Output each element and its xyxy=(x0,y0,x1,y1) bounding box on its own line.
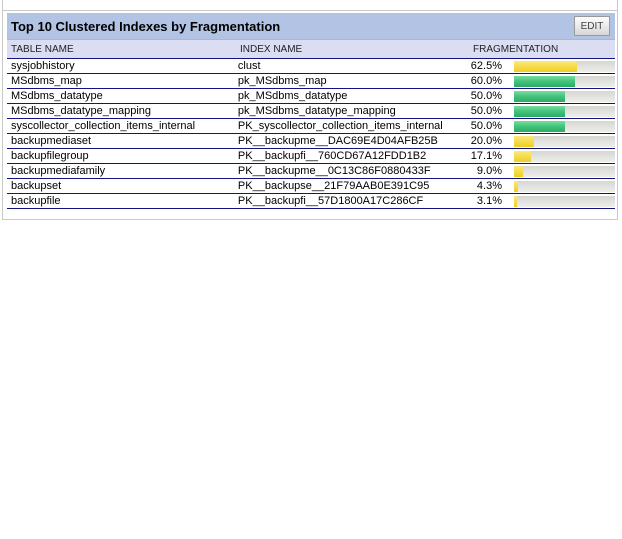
fragmentation-bar-fill xyxy=(514,180,519,192)
cell-table-name: backupfilegroup xyxy=(11,150,89,162)
fragmentation-bar-fill xyxy=(514,135,535,147)
cell-index-name: pk_MSdbms_datatype_mapping xyxy=(237,105,396,117)
table-row: backupfilegroup PK__backupfi__760CD67A12F… xyxy=(7,149,615,164)
cell-table-name: backupmediafamily xyxy=(11,165,106,177)
fragmentation-bar-track xyxy=(514,150,615,162)
fragmentation-percent: 50.0% xyxy=(470,90,502,102)
table-row: backupmediaset PK__backupme__DAC69E4D04AF… xyxy=(7,134,615,149)
cell-index-name: pk_MSdbms_map xyxy=(237,75,327,87)
cell-fragmentation: 20.0% xyxy=(448,135,615,147)
fragmentation-bar-fill xyxy=(514,60,578,72)
cell-index-name: PK__backupme__0C13C86F0880433F xyxy=(237,165,431,177)
cell-index-name: PK__backupfi__57D1800A17C286CF xyxy=(237,195,424,207)
fragmentation-bar-track xyxy=(514,75,615,87)
fragmentation-percent: 50.0% xyxy=(470,120,502,132)
table-row: syscollector_collection_items_internal PK… xyxy=(7,119,615,134)
fragmentation-bar-track xyxy=(514,90,615,102)
cell-fragmentation: 17.1% xyxy=(448,150,615,162)
cell-table-name: MSdbms_datatype_mapping xyxy=(11,105,152,117)
widget-title: Top 10 Clustered Indexes by Fragmentatio… xyxy=(11,18,281,34)
cell-table-name: backupset xyxy=(11,180,62,192)
fragmentation-bar-track xyxy=(514,180,615,192)
cell-table-name: MSdbms_datatype xyxy=(11,90,103,102)
table-row: backupfile PK__backupfi__57D1800A17C286CF… xyxy=(7,194,615,209)
fragmentation-bar-fill xyxy=(514,75,575,87)
outer-border-left xyxy=(2,0,3,10)
table-row: backupset PK__backupse__21F79AAB0E391C95 4… xyxy=(7,179,615,194)
edit-button[interactable]: EDIT xyxy=(574,16,610,36)
fragmentation-bar-fill xyxy=(514,120,565,132)
table-row: MSdbms_datatype_mapping pk_MSdbms_datatyp… xyxy=(7,104,615,119)
fragmentation-bar-fill xyxy=(514,90,565,102)
fragmentation-percent: 9.0% xyxy=(476,165,502,177)
cell-table-name: sysjobhistory xyxy=(11,60,75,72)
fragmentation-bar-fill xyxy=(514,105,565,117)
cell-index-name: PK_syscollector_collection_items_interna… xyxy=(237,120,443,132)
fragmentation-bar-track xyxy=(514,120,615,132)
fragmentation-bar-track xyxy=(514,135,615,147)
fragmentation-widget: Top 10 Clustered Indexes by Fragmentatio… xyxy=(2,10,618,220)
fragmentation-percent: 62.5% xyxy=(470,60,502,72)
column-header-table-name: TABLE NAME xyxy=(11,43,74,55)
fragmentation-percent: 3.1% xyxy=(476,195,502,207)
cell-table-name: backupmediaset xyxy=(11,135,92,147)
cell-fragmentation: 60.0% xyxy=(448,75,615,87)
cell-fragmentation: 50.0% xyxy=(448,120,615,132)
table-header-row: TABLE NAME INDEX NAME FRAGMENTATION xyxy=(7,40,615,59)
cell-fragmentation: 9.0% xyxy=(448,165,615,177)
column-header-fragmentation: FRAGMENTATION xyxy=(473,43,559,55)
cell-index-name: PK__backupfi__760CD67A12FDD1B2 xyxy=(237,150,427,162)
fragmentation-bar-fill xyxy=(514,165,524,177)
cell-index-name: PK__backupme__DAC69E4D04AFB25B xyxy=(237,135,438,147)
table-row: backupmediafamily PK__backupme__0C13C86F0… xyxy=(7,164,615,179)
column-header-index-name: INDEX NAME xyxy=(240,43,303,55)
cell-table-name: backupfile xyxy=(11,195,61,207)
cell-fragmentation: 50.0% xyxy=(448,90,615,102)
fragmentation-bar-fill xyxy=(514,150,532,162)
cell-table-name: syscollector_collection_items_internal xyxy=(11,120,196,132)
fragmentation-bar-track xyxy=(514,60,615,72)
fragmentation-percent: 20.0% xyxy=(470,135,502,147)
fragmentation-bar-fill xyxy=(514,195,518,207)
fragmentation-percent: 4.3% xyxy=(476,180,502,192)
cell-fragmentation: 3.1% xyxy=(448,195,615,207)
fragmentation-percent: 17.1% xyxy=(470,150,502,162)
table-row: MSdbms_datatype pk_MSdbms_datatype 50.0% xyxy=(7,89,615,104)
table-row: MSdbms_map pk_MSdbms_map 60.0% xyxy=(7,74,615,89)
cell-table-name: MSdbms_map xyxy=(11,75,82,87)
widget-titlebar: Top 10 Clustered Indexes by Fragmentatio… xyxy=(7,13,615,40)
fragmentation-percent: 60.0% xyxy=(470,75,502,87)
table-row: sysjobhistory clust 62.5% xyxy=(7,59,615,74)
table-body: sysjobhistory clust 62.5% MSdbms_map pk_MSdb… xyxy=(7,59,615,209)
cell-index-name: PK__backupse__21F79AAB0E391C95 xyxy=(237,180,430,192)
cell-index-name: clust xyxy=(237,60,261,72)
cell-fragmentation: 4.3% xyxy=(448,180,615,192)
fragmentation-bar-track xyxy=(514,165,615,177)
fragmentation-bar-track xyxy=(514,195,615,207)
fragmentation-bar-track xyxy=(514,105,615,117)
cell-fragmentation: 50.0% xyxy=(448,105,615,117)
cell-fragmentation: 62.5% xyxy=(448,60,615,72)
outer-border-right xyxy=(617,0,618,10)
cell-index-name: pk_MSdbms_datatype xyxy=(237,90,348,102)
fragmentation-percent: 50.0% xyxy=(470,105,502,117)
